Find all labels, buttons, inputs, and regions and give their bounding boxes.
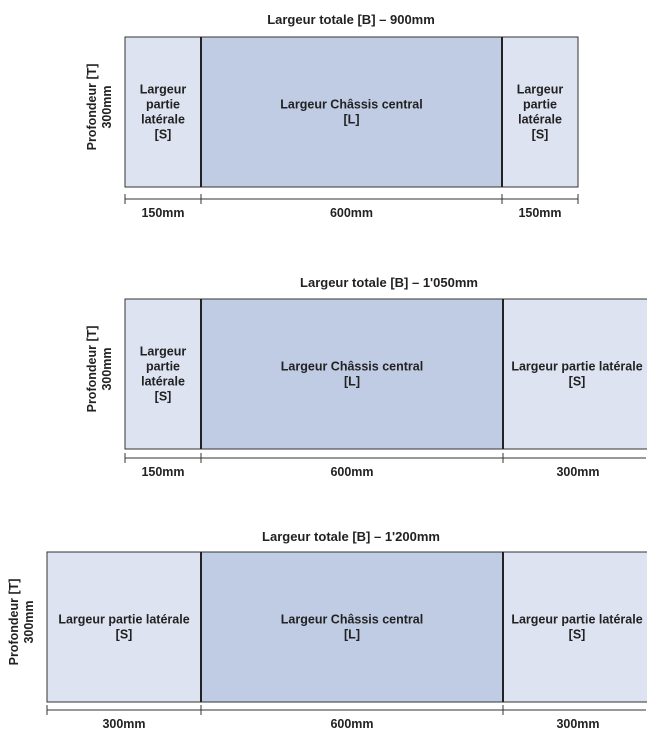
left-panel-label: Largeur — [140, 83, 187, 97]
left-side-panel — [46, 551, 202, 703]
center-panel-label: Largeur Châssis central — [281, 360, 423, 374]
central-frame-panel — [200, 36, 503, 188]
left-dimension: 150mm — [141, 465, 184, 479]
left-panel-label: Largeur — [140, 345, 187, 359]
right-dimension: 300mm — [556, 465, 599, 479]
left-dimension: 150mm — [141, 206, 184, 220]
right-panel-label: Largeur partie latérale — [511, 360, 642, 374]
right-panel-label: [S] — [532, 128, 549, 142]
center-dimension: 600mm — [330, 717, 373, 731]
right-dimension: 150mm — [518, 206, 561, 220]
right-panel-label: latérale — [518, 113, 562, 127]
center-panel-label: [L] — [344, 113, 360, 127]
depth-value: 300mm — [100, 347, 114, 390]
right-side-panel — [501, 36, 579, 188]
right-panel-label: [S] — [569, 628, 586, 642]
depth-value: 300mm — [22, 600, 36, 643]
depth-label-line: Profondeur [T] — [85, 326, 99, 413]
central-frame-panel — [200, 551, 504, 703]
right-side-panel — [502, 298, 647, 450]
depth-label: Profondeur [T] 300mm — [85, 64, 114, 151]
right-panel-label: Largeur — [517, 83, 564, 97]
left-panel-label: partie — [146, 98, 180, 112]
center-panel-label: [L] — [344, 628, 360, 642]
depth-value: 300mm — [100, 85, 114, 128]
center-panel-label: Largeur Châssis central — [280, 98, 422, 112]
diagram-title: Largeur totale [B] – 900mm — [267, 12, 435, 27]
left-panel-label: [S] — [155, 128, 172, 142]
diagram-3: Largeur totale [B] – 1'200mm Largeur part… — [7, 529, 647, 731]
depth-label-line: Profondeur [T] — [7, 579, 21, 666]
diagram-title: Largeur totale [B] – 1'200mm — [262, 529, 440, 544]
depth-label-line: Profondeur [T] — [85, 64, 99, 151]
depth-label: Profondeur [T] 300mm — [7, 579, 36, 666]
central-frame-panel — [200, 298, 504, 450]
left-panel-label: partie — [146, 360, 180, 374]
diagram-1: Largeur totale [B] – 900mmLargeurpartiel… — [85, 12, 579, 220]
right-panel-label: [S] — [569, 375, 586, 389]
left-panel-label: Largeur partie latérale — [58, 613, 189, 627]
left-panel-label: latérale — [141, 113, 185, 127]
right-dimension: 300mm — [556, 717, 599, 731]
left-panel-label: latérale — [141, 375, 185, 389]
diagram-title: Largeur totale [B] – 1'050mm — [300, 275, 478, 290]
center-panel-label: Largeur Châssis central — [281, 613, 423, 627]
center-panel-label: [L] — [344, 375, 360, 389]
depth-label: Profondeur [T] 300mm — [85, 326, 114, 413]
right-panel-label: partie — [523, 98, 557, 112]
right-panel-label: Largeur partie latérale — [511, 613, 642, 627]
left-dimension: 300mm — [102, 717, 145, 731]
left-panel-label: [S] — [155, 390, 172, 404]
center-dimension: 600mm — [330, 465, 373, 479]
left-side-panel — [124, 36, 202, 188]
diagram-2: Largeur totale [B] – 1'050mm Largeurparti… — [85, 275, 647, 479]
left-panel-label: [S] — [116, 628, 133, 642]
left-side-panel — [124, 298, 202, 450]
center-dimension: 600mm — [330, 206, 373, 220]
